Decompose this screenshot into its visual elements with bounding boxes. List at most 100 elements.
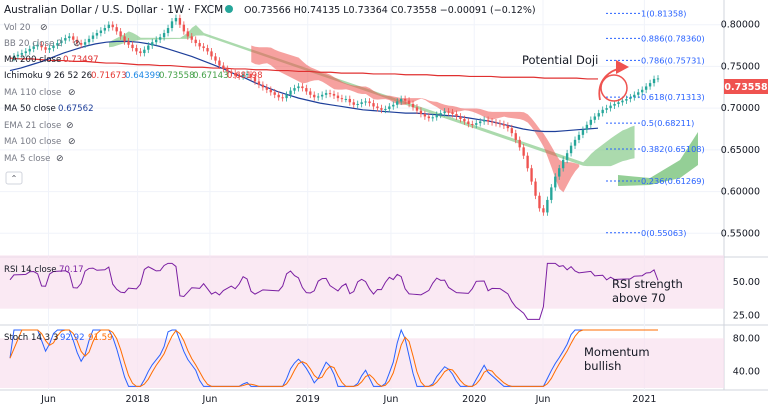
candle-body <box>178 18 182 25</box>
candle-body <box>143 49 146 54</box>
candle-body <box>245 73 249 75</box>
eye-hidden-icon[interactable]: ⊘ <box>56 154 64 164</box>
candle-body <box>372 103 375 107</box>
ichimoku-value: 0.71673 <box>91 71 127 81</box>
annotation-rsi: RSI strength <box>612 277 683 291</box>
candle-body <box>569 145 573 154</box>
legend: Australian Dollar / U.S. Dollar · 1W · F… <box>4 4 536 185</box>
candle-body <box>56 43 59 46</box>
candle-body <box>641 89 644 93</box>
candle-body <box>139 51 142 54</box>
candle-body <box>174 18 178 22</box>
market-status-icon <box>225 5 233 13</box>
legend-ma200[interactable]: MA 200 close <box>4 55 61 65</box>
candle-body <box>226 68 229 72</box>
legend-ichimoku[interactable]: Ichimoku 9 26 52 26 <box>4 71 92 81</box>
candle-body <box>585 124 589 130</box>
candle-body <box>214 56 217 61</box>
cloud-band-future <box>618 132 698 186</box>
candle-body <box>597 113 600 117</box>
candle-body <box>79 43 83 45</box>
collapse-legend-button[interactable] <box>5 171 23 185</box>
candle-body <box>297 86 300 89</box>
candle-body <box>482 119 486 122</box>
candle-body <box>52 45 55 49</box>
candle-body <box>431 117 434 119</box>
stoch-indicator: 40.00 80.00 <box>0 328 760 388</box>
stoch-d-value: 91.59 <box>88 333 113 343</box>
candle-body <box>87 38 91 43</box>
candle-body <box>356 103 359 105</box>
candle-body <box>427 116 431 119</box>
time-tick-label: 2018 <box>125 394 149 405</box>
candle-body <box>403 98 407 101</box>
candle-body <box>479 121 482 124</box>
price-axis[interactable]: 0.55000 0.60000 0.65000 0.70000 0.75000 0.800… <box>721 20 760 240</box>
candle-body <box>186 31 189 37</box>
legend-ma5[interactable]: MA 5 close <box>4 154 50 164</box>
candle-body <box>40 44 43 48</box>
candle-body <box>648 83 652 87</box>
candle-body <box>368 101 371 104</box>
symbol-title: Australian Dollar / U.S. Dollar · 1W · F… <box>4 4 223 16</box>
legend-ma50-value: 0.67562 <box>58 104 94 114</box>
legend-vol[interactable]: Vol 20 <box>4 23 31 33</box>
candle-body <box>518 139 521 148</box>
candle-body <box>510 128 513 134</box>
candle-body <box>573 139 577 146</box>
eye-hidden-icon[interactable]: ⊘ <box>66 121 74 131</box>
candle-body <box>155 39 158 43</box>
candle-body <box>435 114 438 118</box>
eye-hidden-icon[interactable]: ⊘ <box>73 39 81 49</box>
eye-hidden-icon[interactable]: ⊘ <box>68 137 76 147</box>
ichimoku-value: 0.67143 <box>193 71 229 81</box>
candle-body <box>344 98 348 100</box>
eye-hidden-icon[interactable]: ⊘ <box>40 23 48 33</box>
rsi-legend[interactable]: RSI 14 close <box>4 265 57 275</box>
candle-body <box>376 106 379 109</box>
candle-body <box>380 108 383 110</box>
candle-body <box>218 60 221 66</box>
candle-body <box>230 71 233 74</box>
eye-hidden-icon[interactable]: ⊘ <box>68 88 76 98</box>
legend-ema21[interactable]: EMA 21 close <box>4 121 61 131</box>
time-tick-label: Jun <box>202 394 218 405</box>
time-tick-label: Jun <box>535 394 551 405</box>
candle-body <box>332 93 336 96</box>
candle-body <box>253 77 257 82</box>
candle-body <box>475 123 478 125</box>
fibonacci-levels: 1(0.81358) 0.886(0.78360) 0.786(0.75731) 0.… <box>606 8 705 238</box>
ichimoku-value: 0.64399 <box>125 71 161 81</box>
candle-body <box>633 94 636 98</box>
candle-body <box>72 36 75 40</box>
annotation-doji: Potential Doji <box>522 53 598 67</box>
time-tick-label: 2020 <box>462 394 486 405</box>
candle-body <box>75 39 79 44</box>
candle-body <box>625 98 628 101</box>
fib-label: 0.618(0.71313) <box>641 92 705 102</box>
candle-body <box>95 33 99 36</box>
stoch-legend[interactable]: Stoch 14 3 3 <box>4 333 58 343</box>
candle-body <box>494 122 498 124</box>
legend-ma50[interactable]: MA 50 close <box>4 104 56 114</box>
candle-body <box>443 111 446 114</box>
candle-body <box>384 108 387 110</box>
ichimoku-value: 0.68198 <box>227 71 263 81</box>
candle-body <box>320 94 324 97</box>
chevron-up-icon[interactable]: ⌃ <box>11 174 18 183</box>
legend-ma100[interactable]: MA 100 close <box>4 137 61 147</box>
legend-bb[interactable]: BB 20 close 2 <box>4 39 63 49</box>
stoch-k-value: 92.92 <box>60 333 85 343</box>
candle-body <box>423 113 427 117</box>
candle-body <box>119 31 122 37</box>
candle-body <box>502 123 506 126</box>
candle-body <box>328 93 332 95</box>
candle-body <box>36 44 39 47</box>
candles <box>12 14 660 216</box>
time-axis[interactable]: Jun 2018 Jun 2019 Jun 2020 Jun 2021 <box>40 394 656 405</box>
candle-body <box>558 168 561 177</box>
legend-ma110[interactable]: MA 110 close <box>4 88 61 98</box>
candle-body <box>336 95 340 99</box>
candle-body <box>234 73 237 76</box>
candle-body <box>285 94 288 99</box>
